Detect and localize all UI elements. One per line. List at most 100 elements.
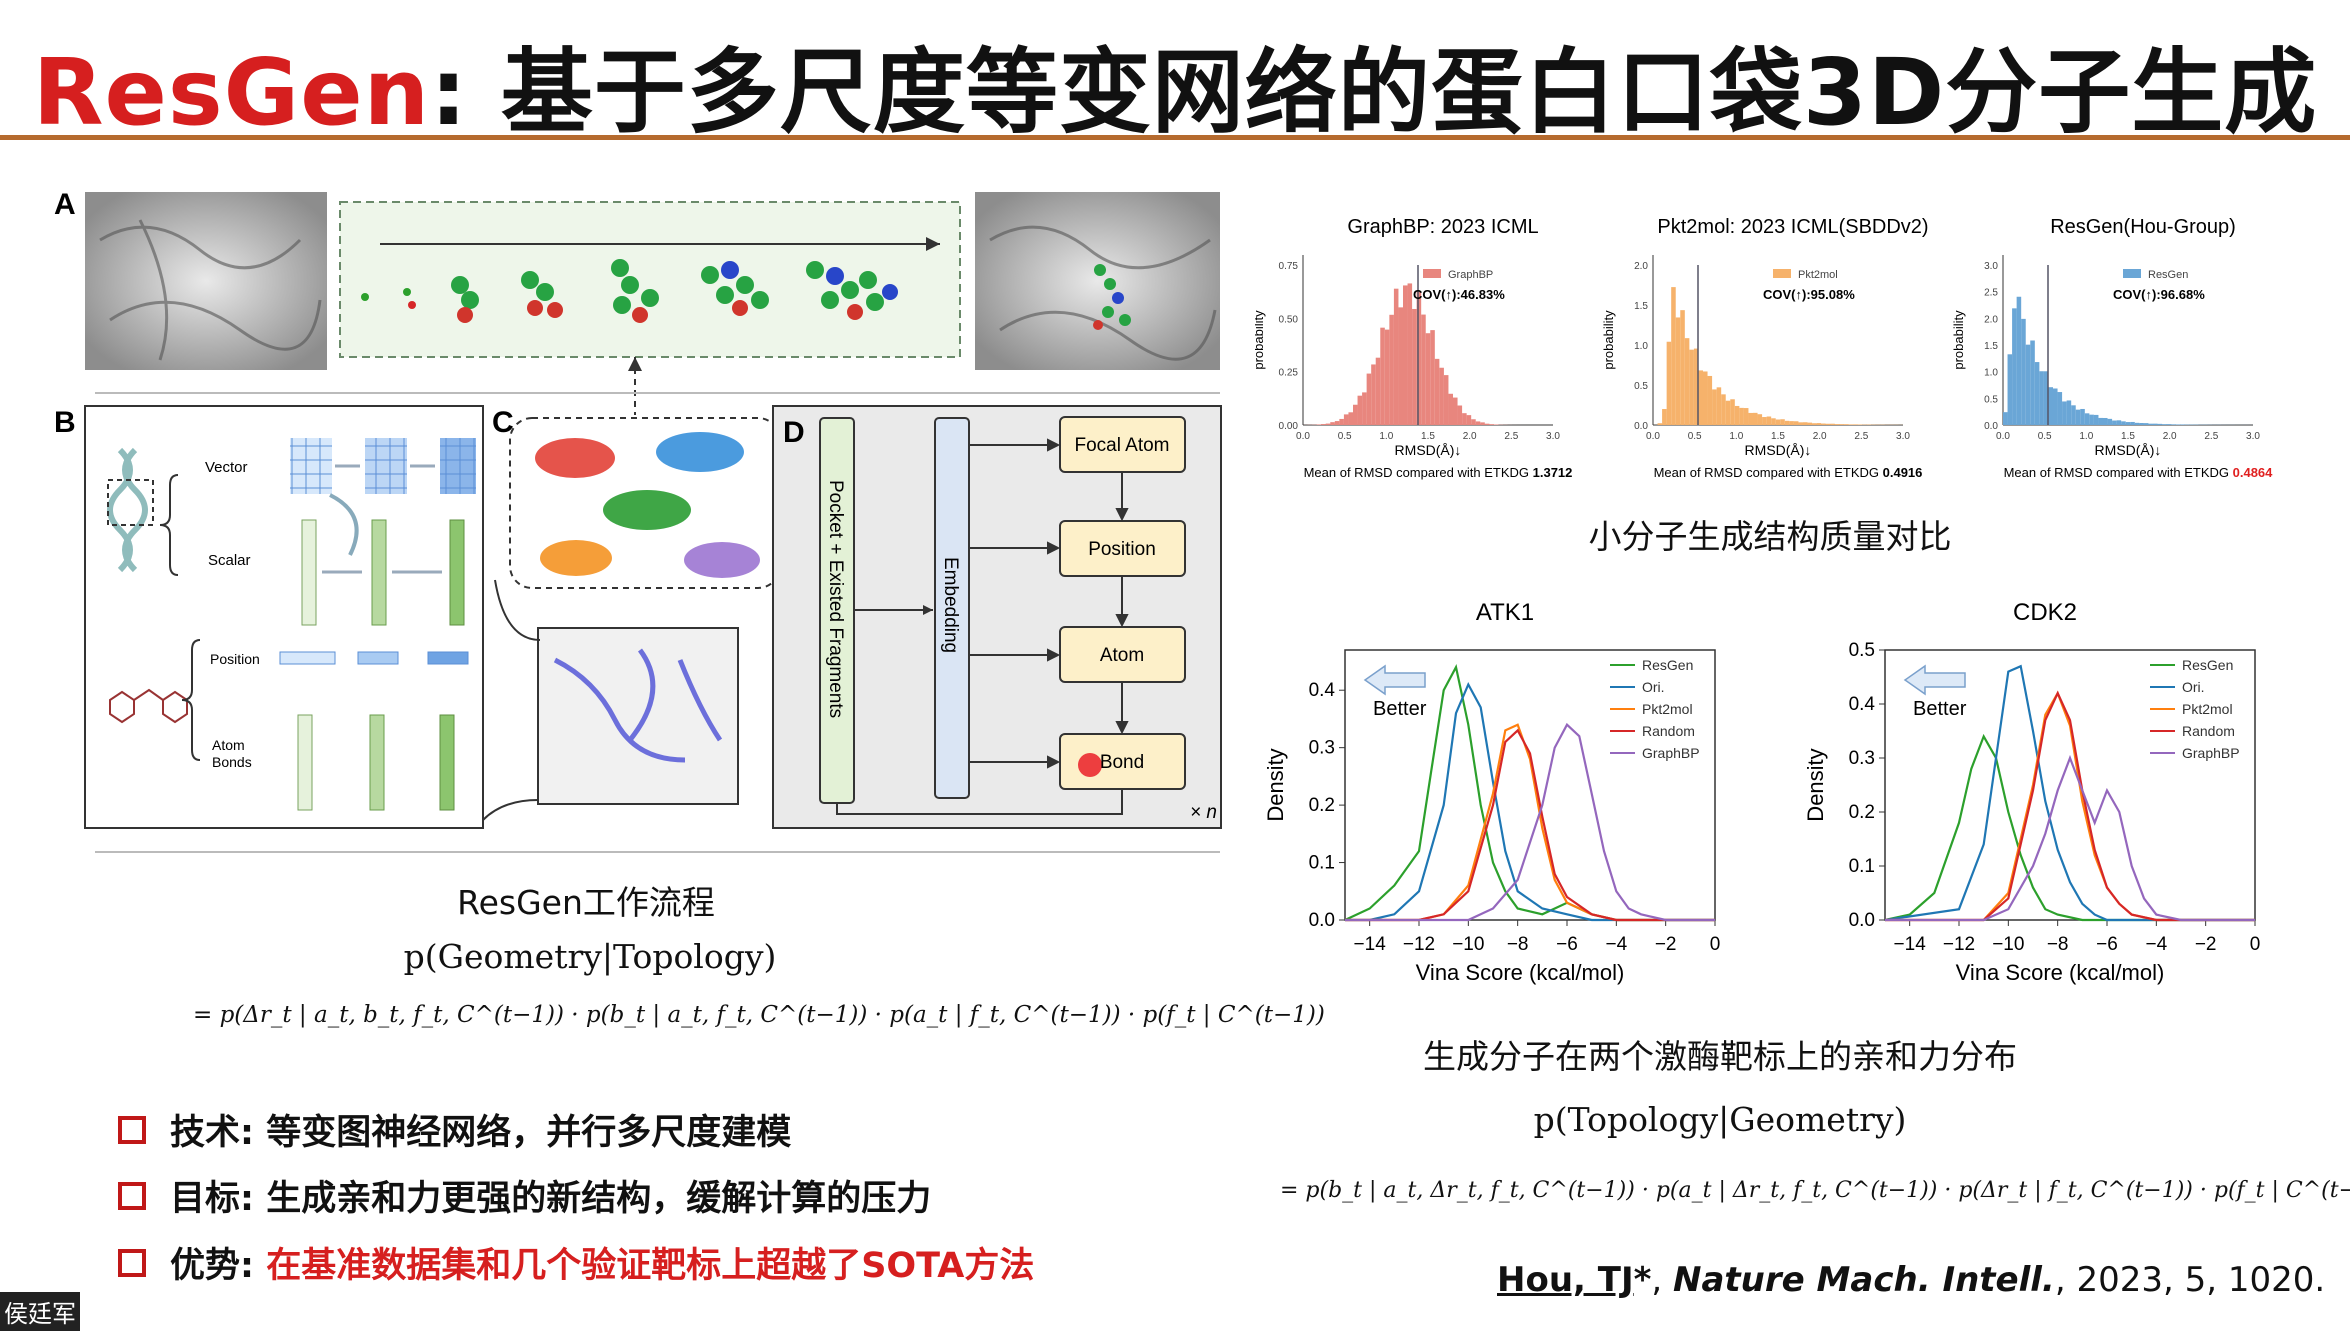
density-ytick: 0.3 xyxy=(1309,738,1335,759)
hist-bar xyxy=(1421,315,1426,425)
panel-label-b: B xyxy=(54,406,76,439)
hist-bar xyxy=(1762,417,1767,425)
formula-right-body: = p(b_t | a_t, Δr_t, f_t, C^(t−1)) · p(a… xyxy=(1280,1178,2230,1203)
hist-note: Mean of RMSD compared with ETKDG 0.4916 xyxy=(1654,465,1923,480)
hist-bar xyxy=(2162,424,2167,425)
formula-left-body: = p(Δr_t | a_t, b_t, f_t, C^(t−1)) · p(b… xyxy=(193,1002,1083,1028)
hist-bar xyxy=(1771,418,1776,425)
hist-bar xyxy=(1798,422,1803,425)
hist-bar xyxy=(2035,362,2040,425)
slide-title: ResGen: 基于多尺度等变网络的蛋白口袋3D分子生成 xyxy=(0,18,2350,151)
hist-mean-value: 0.4916 xyxy=(1883,465,1923,480)
bullet-text: 在基准数据集和几个验证靶标上超越了SOTA方法 xyxy=(266,1246,1034,1286)
hist-mean-value: 1.3712 xyxy=(1533,465,1573,480)
density-legend-label: GraphBP xyxy=(1642,745,1700,761)
better-label: Better xyxy=(1373,698,1427,720)
hist-bar xyxy=(1662,409,1667,425)
hist-bar xyxy=(2026,345,2031,425)
hist-xtick: 0.5 xyxy=(1688,431,1702,442)
hist-xtick: 0.5 xyxy=(1338,431,1352,442)
hist-bar xyxy=(1430,330,1435,425)
hist-bar xyxy=(1326,424,1331,425)
hist-xlabel: RMSD(Å)↓ xyxy=(1745,442,1812,458)
panel-label-c: C xyxy=(492,406,514,439)
hist-bar xyxy=(1698,370,1703,425)
hist-xtick: 0.5 xyxy=(2038,431,2052,442)
density-ytick: 0.0 xyxy=(1309,910,1335,931)
hist-bar xyxy=(2076,410,2081,425)
hist-bar xyxy=(1844,424,1849,425)
hist-xtick: 0.0 xyxy=(1296,431,1310,442)
bullet-box xyxy=(118,1182,146,1210)
density-legend-label: Ori. xyxy=(2182,679,2205,695)
hist-bar xyxy=(1412,309,1417,425)
better-arrow xyxy=(1905,666,1965,694)
density-xtick: −14 xyxy=(1354,934,1387,955)
hist-ytick: 1.5 xyxy=(1634,301,1648,312)
panel-label-a: A xyxy=(54,188,76,221)
density-xtick: −2 xyxy=(2195,934,2217,955)
hist-xtick: 1.0 xyxy=(1379,431,1393,442)
hist-bar xyxy=(2012,308,2017,425)
hist-xtick: 1.0 xyxy=(2079,431,2093,442)
hist-bars xyxy=(1303,283,1553,425)
hist-bar xyxy=(1467,415,1472,425)
label-scalar: Scalar xyxy=(208,552,251,569)
hist-legend-label: GraphBP xyxy=(1448,269,1493,281)
label-bonds: Bonds xyxy=(212,754,252,770)
hist-bar xyxy=(2135,423,2140,425)
panel-label-d: D xyxy=(783,416,805,449)
bullet-tech: 技术: 等变图神经网络，并行多尺度建模 xyxy=(118,1104,791,1155)
density-xtick: −8 xyxy=(2047,934,2069,955)
hist-bar xyxy=(2130,422,2135,425)
hist-ytick: 0.5 xyxy=(1634,381,1648,392)
hist-bar xyxy=(1708,376,1713,425)
hist-bar xyxy=(1803,422,1808,425)
density-xtick: 0 xyxy=(1710,934,1721,955)
hist-bar xyxy=(2112,421,2117,425)
hist-bar xyxy=(1667,342,1672,425)
density-xtick: −6 xyxy=(1556,934,1578,955)
density-legend-label: GraphBP xyxy=(2182,745,2240,761)
title-text: : 基于多尺度等变网络的蛋白口袋3D分子生成 xyxy=(430,39,2317,146)
protein-surface-right xyxy=(975,192,1220,370)
hist-mean-value: 0.4864 xyxy=(2233,465,2274,480)
hist-ytick: 3.0 xyxy=(1984,261,1998,272)
hist-bar xyxy=(1689,350,1694,425)
hist-bar xyxy=(1321,424,1326,425)
hist-bar xyxy=(1362,392,1367,425)
hist-ytick: 1.5 xyxy=(1984,341,1998,352)
density-legend-label: Random xyxy=(2182,723,2235,739)
bullet-label: 优势: xyxy=(170,1246,254,1286)
hist-title: ResGen(Hou-Group) xyxy=(2050,216,2236,238)
hist-xtick: 1.5 xyxy=(2121,431,2135,442)
hist-ytick: 0.0 xyxy=(1634,421,1648,432)
hist-ylabel: probability xyxy=(1951,310,1966,370)
density-xtick: −12 xyxy=(1943,934,1975,955)
hist-bar xyxy=(1344,414,1349,425)
hist-legend-swatch xyxy=(1423,269,1441,278)
hist-bars xyxy=(2003,297,2253,425)
hist-bar xyxy=(1858,424,1863,425)
hist-bar xyxy=(2085,413,2090,425)
bullet-box xyxy=(118,1116,146,1144)
citation-author: Hou, TJ xyxy=(1497,1260,1634,1300)
hist-bar xyxy=(1485,424,1490,425)
hist-bar xyxy=(2039,371,2044,425)
workflow-caption: ResGen工作流程 xyxy=(398,876,774,924)
hist-note: Mean of RMSD compared with ETKDG 1.3712 xyxy=(1304,465,1573,480)
hist-xtick: 2.5 xyxy=(1854,431,1868,442)
hist-ytick: 0.75 xyxy=(1279,261,1299,272)
hist-bar xyxy=(1394,289,1399,425)
hist-bar xyxy=(1439,368,1444,425)
hist-bar xyxy=(2108,419,2113,425)
density-xlabel: Vina Score (kcal/mol) xyxy=(1416,960,1625,985)
density-legend-label: Ori. xyxy=(1642,679,1665,695)
hist-bar xyxy=(1471,419,1476,425)
density-ytick: 0.0 xyxy=(1849,910,1875,931)
hist-bar xyxy=(1408,283,1413,425)
hist-bar xyxy=(2139,423,2144,425)
citation-journal: Nature Mach. Intell. xyxy=(1673,1260,2055,1300)
formula-left-top: p(Geometry|Topology) xyxy=(380,937,800,976)
hist-bar xyxy=(1776,420,1781,425)
